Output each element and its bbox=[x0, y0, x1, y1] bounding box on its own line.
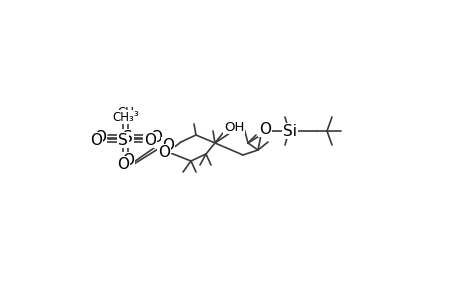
Text: O: O bbox=[90, 133, 102, 148]
Text: O: O bbox=[258, 122, 270, 136]
Text: O: O bbox=[94, 130, 106, 145]
Text: OH: OH bbox=[224, 121, 244, 134]
Text: CH₃: CH₃ bbox=[112, 110, 134, 124]
Text: S: S bbox=[118, 133, 128, 148]
Text: Si: Si bbox=[282, 124, 297, 139]
Text: CH₃: CH₃ bbox=[117, 106, 139, 118]
Text: O: O bbox=[117, 157, 129, 172]
Text: O: O bbox=[150, 130, 162, 145]
Text: S: S bbox=[123, 130, 133, 145]
Text: O: O bbox=[122, 152, 134, 167]
Text: O: O bbox=[162, 137, 174, 152]
Text: O: O bbox=[144, 133, 156, 148]
Text: O: O bbox=[157, 145, 170, 160]
